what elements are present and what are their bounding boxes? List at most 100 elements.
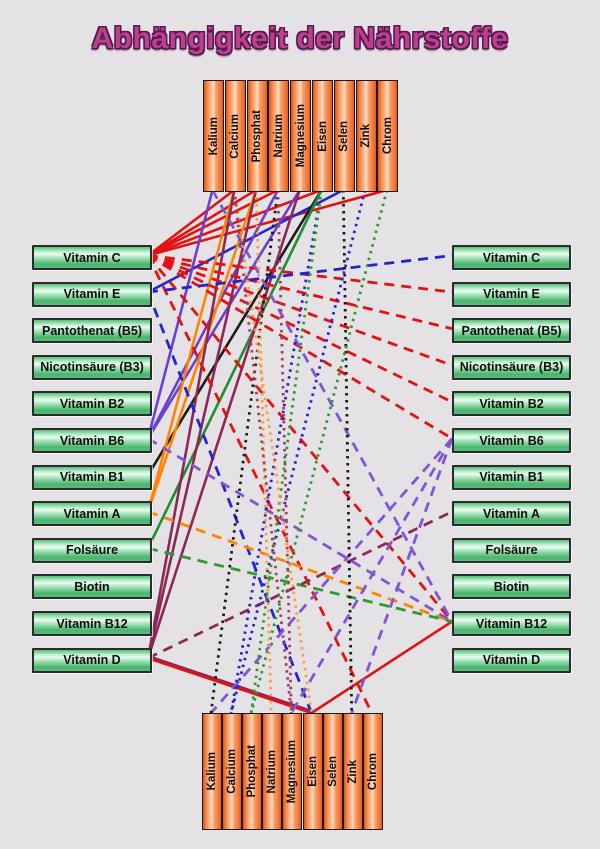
mineral-label: Natrium [272, 114, 285, 158]
vitamin-label: Biotin [493, 579, 530, 594]
connection-line-top-selen--bottom-zink [341, 189, 354, 714]
connection-line-left-vitamin-c--right-vitamin-b2 [147, 254, 453, 404]
vitamin-label: Vitamin A [483, 506, 540, 521]
vitamin-box-right-nicotinsäure-b3: Nicotinsäure (B3) [452, 354, 571, 380]
connection-line-left-vitamin-a--right-vitamin-b12 [147, 510, 453, 623]
mineral-bar-top-phosphat: Phosphat [246, 80, 268, 192]
connection-line-left-folsäure--right-vitamin-b12 [147, 546, 453, 623]
connection-line-top-chrom--bottom-phosphat [249, 189, 389, 714]
vitamin-box-right-vitamin-a: Vitamin A [452, 501, 571, 527]
vitamin-label: Vitamin B6 [479, 433, 544, 448]
mineral-bar-top-kalium: Kalium [203, 80, 224, 192]
mineral-label: Chrom [381, 117, 394, 155]
vitamin-label: Vitamin B12 [475, 616, 548, 631]
vitamin-label: Vitamin B2 [479, 396, 544, 411]
mineral-label: Phosphat [251, 109, 264, 163]
connection-line-left-vitamin-d--top-phosphat [146, 189, 258, 659]
vitamin-label: Vitamin C [482, 250, 541, 265]
mineral-label: Zink [346, 759, 359, 784]
mineral-label: Phosphat [246, 745, 259, 798]
vitamin-box-left-vitamin-a: Vitamin A [32, 501, 152, 527]
page-title: Abhängigkeit der Nährstoffe [91, 22, 509, 55]
connection-line-bottom-eisen--right-vitamin-b12 [310, 620, 453, 715]
mineral-label: Magnesium [286, 739, 299, 804]
vitamin-box-right-vitamin-b1: Vitamin B1 [452, 464, 571, 490]
vitamin-label: Vitamin D [63, 653, 121, 668]
connection-line-left-vitamin-c--right-pantothenat-b5 [147, 254, 453, 331]
mineral-bar-bottom-zink: Zink [342, 713, 363, 830]
vitamin-box-left-vitamin-b1: Vitamin B1 [32, 464, 152, 490]
mineral-bar-bottom-kalium: Kalium [202, 713, 222, 830]
vitamin-label: Vitamin B1 [59, 470, 125, 485]
connection-line-right-vitamin-b6--bottom-magnesium [290, 437, 454, 714]
vitamin-label: Vitamin A [63, 506, 121, 521]
connection-line-left-vitamin-b6--top-natrium [146, 189, 280, 440]
connection-line-left-vitamin-a--top-calcium [146, 189, 236, 513]
vitamin-box-right-folsäure: Folsäure [452, 537, 571, 563]
connection-line-left-vitamin-d--bottom-eisen [147, 654, 312, 713]
connection-line-left-vitamin-d--top-calcium [146, 189, 236, 659]
mineral-bar-top-magnesium: Magnesium [290, 80, 312, 192]
connection-line-left-vitamin-d--right-vitamin-a [147, 510, 453, 660]
connection-line-top-natrium--bottom-magnesium [276, 189, 293, 714]
vitamin-box-left-vitamin-e: Vitamin E [32, 281, 152, 307]
connection-line-left-vitamin-c--top-calcium [147, 188, 236, 257]
connection-line-right-vitamin-b6--bottom-kalium [209, 437, 454, 714]
mineral-label: Zink [360, 124, 373, 148]
vitamin-label: Vitamin B2 [59, 396, 125, 411]
vitamin-label: Nicotinsäure (B3) [40, 360, 144, 375]
vitamin-box-left-vitamin-b6: Vitamin B6 [32, 428, 152, 453]
vitamin-label: Vitamin E [63, 287, 121, 302]
mineral-label: Selen [338, 120, 351, 152]
vitamin-box-right-vitamin-c: Vitamin C [452, 245, 571, 270]
vitamin-box-right-pantothenat-b5: Pantothenat (B5) [452, 318, 571, 344]
vitamin-box-left-vitamin-c: Vitamin C [32, 245, 152, 270]
vitamin-box-left-biotin: Biotin [32, 574, 152, 600]
mineral-bar-top-selen: Selen [333, 80, 355, 192]
connection-line-left-vitamin-b6--top-magnesium [146, 189, 301, 440]
mineral-bar-bottom-calcium: Calcium [222, 713, 243, 830]
vitamin-box-left-folsäure: Folsäure [32, 537, 152, 563]
vitamin-box-right-vitamin-b2: Vitamin B2 [452, 391, 571, 417]
vitamin-label: Folsäure [65, 543, 119, 558]
connection-line-left-vitamin-d--top-magnesium [146, 189, 301, 659]
vitamin-label: Vitamin D [482, 653, 541, 668]
vitamin-label: Vitamin B1 [479, 470, 544, 485]
mineral-bar-bottom-natrium: Natrium [262, 713, 283, 830]
connection-line-left-vitamin-a--top-phosphat [146, 189, 258, 513]
vitamin-label: Vitamin B6 [59, 433, 125, 448]
vitamin-box-right-vitamin-b12: Vitamin B12 [452, 611, 571, 636]
mineral-bar-bottom-magnesium: Magnesium [282, 713, 303, 830]
mineral-label: Kalium [207, 116, 220, 156]
mineral-bar-top-calcium: Calcium [224, 80, 246, 192]
mineral-bar-bottom-chrom: Chrom [362, 713, 383, 830]
vitamin-box-left-vitamin-d: Vitamin D [32, 647, 152, 673]
mineral-bar-top-zink: Zink [355, 80, 377, 192]
connection-line-top-zink--bottom-calcium [229, 189, 367, 714]
vitamin-box-right-vitamin-e: Vitamin E [452, 281, 571, 307]
connection-line-left-vitamin-c--top-natrium [147, 188, 279, 257]
mineral-bar-bottom-eisen: Eisen [302, 713, 323, 830]
vitamin-box-left-pantothenat-b5: Pantothenat (B5) [32, 318, 152, 344]
vitamin-box-right-biotin: Biotin [452, 574, 571, 600]
connection-line-left-vitamin-b6--top-kalium [146, 189, 214, 439]
connection-line-left-vitamin-c--right-nicotinsäure-b3 [147, 254, 453, 367]
mineral-label: Magnesium [294, 104, 307, 168]
connection-line-left-vitamin-d--bottom-eisen [147, 656, 312, 715]
connection-line-left-vitamin-c--right-vitamin-b12 [146, 254, 454, 623]
vitamin-label: Vitamin C [63, 250, 121, 265]
vitamin-box-left-nicotinsäure-b3: Nicotinsäure (B3) [32, 354, 152, 380]
connection-line-left-vitamin-c--top-chrom [147, 188, 388, 257]
connection-line-left-folsäure--top-eisen [146, 189, 323, 549]
vitamin-box-left-vitamin-b12: Vitamin B12 [32, 611, 152, 636]
mineral-label: Chrom [366, 752, 379, 791]
mineral-bar-top-eisen: Eisen [312, 80, 333, 192]
mineral-label: Eisen [316, 120, 329, 152]
mineral-label: Calcium [226, 749, 239, 794]
vitamin-label: Vitamin B12 [56, 616, 128, 631]
mineral-label: Calcium [229, 113, 242, 159]
connection-line-left-vitamin-e--right-vitamin-c [147, 254, 453, 294]
mineral-label: Eisen [306, 756, 319, 787]
